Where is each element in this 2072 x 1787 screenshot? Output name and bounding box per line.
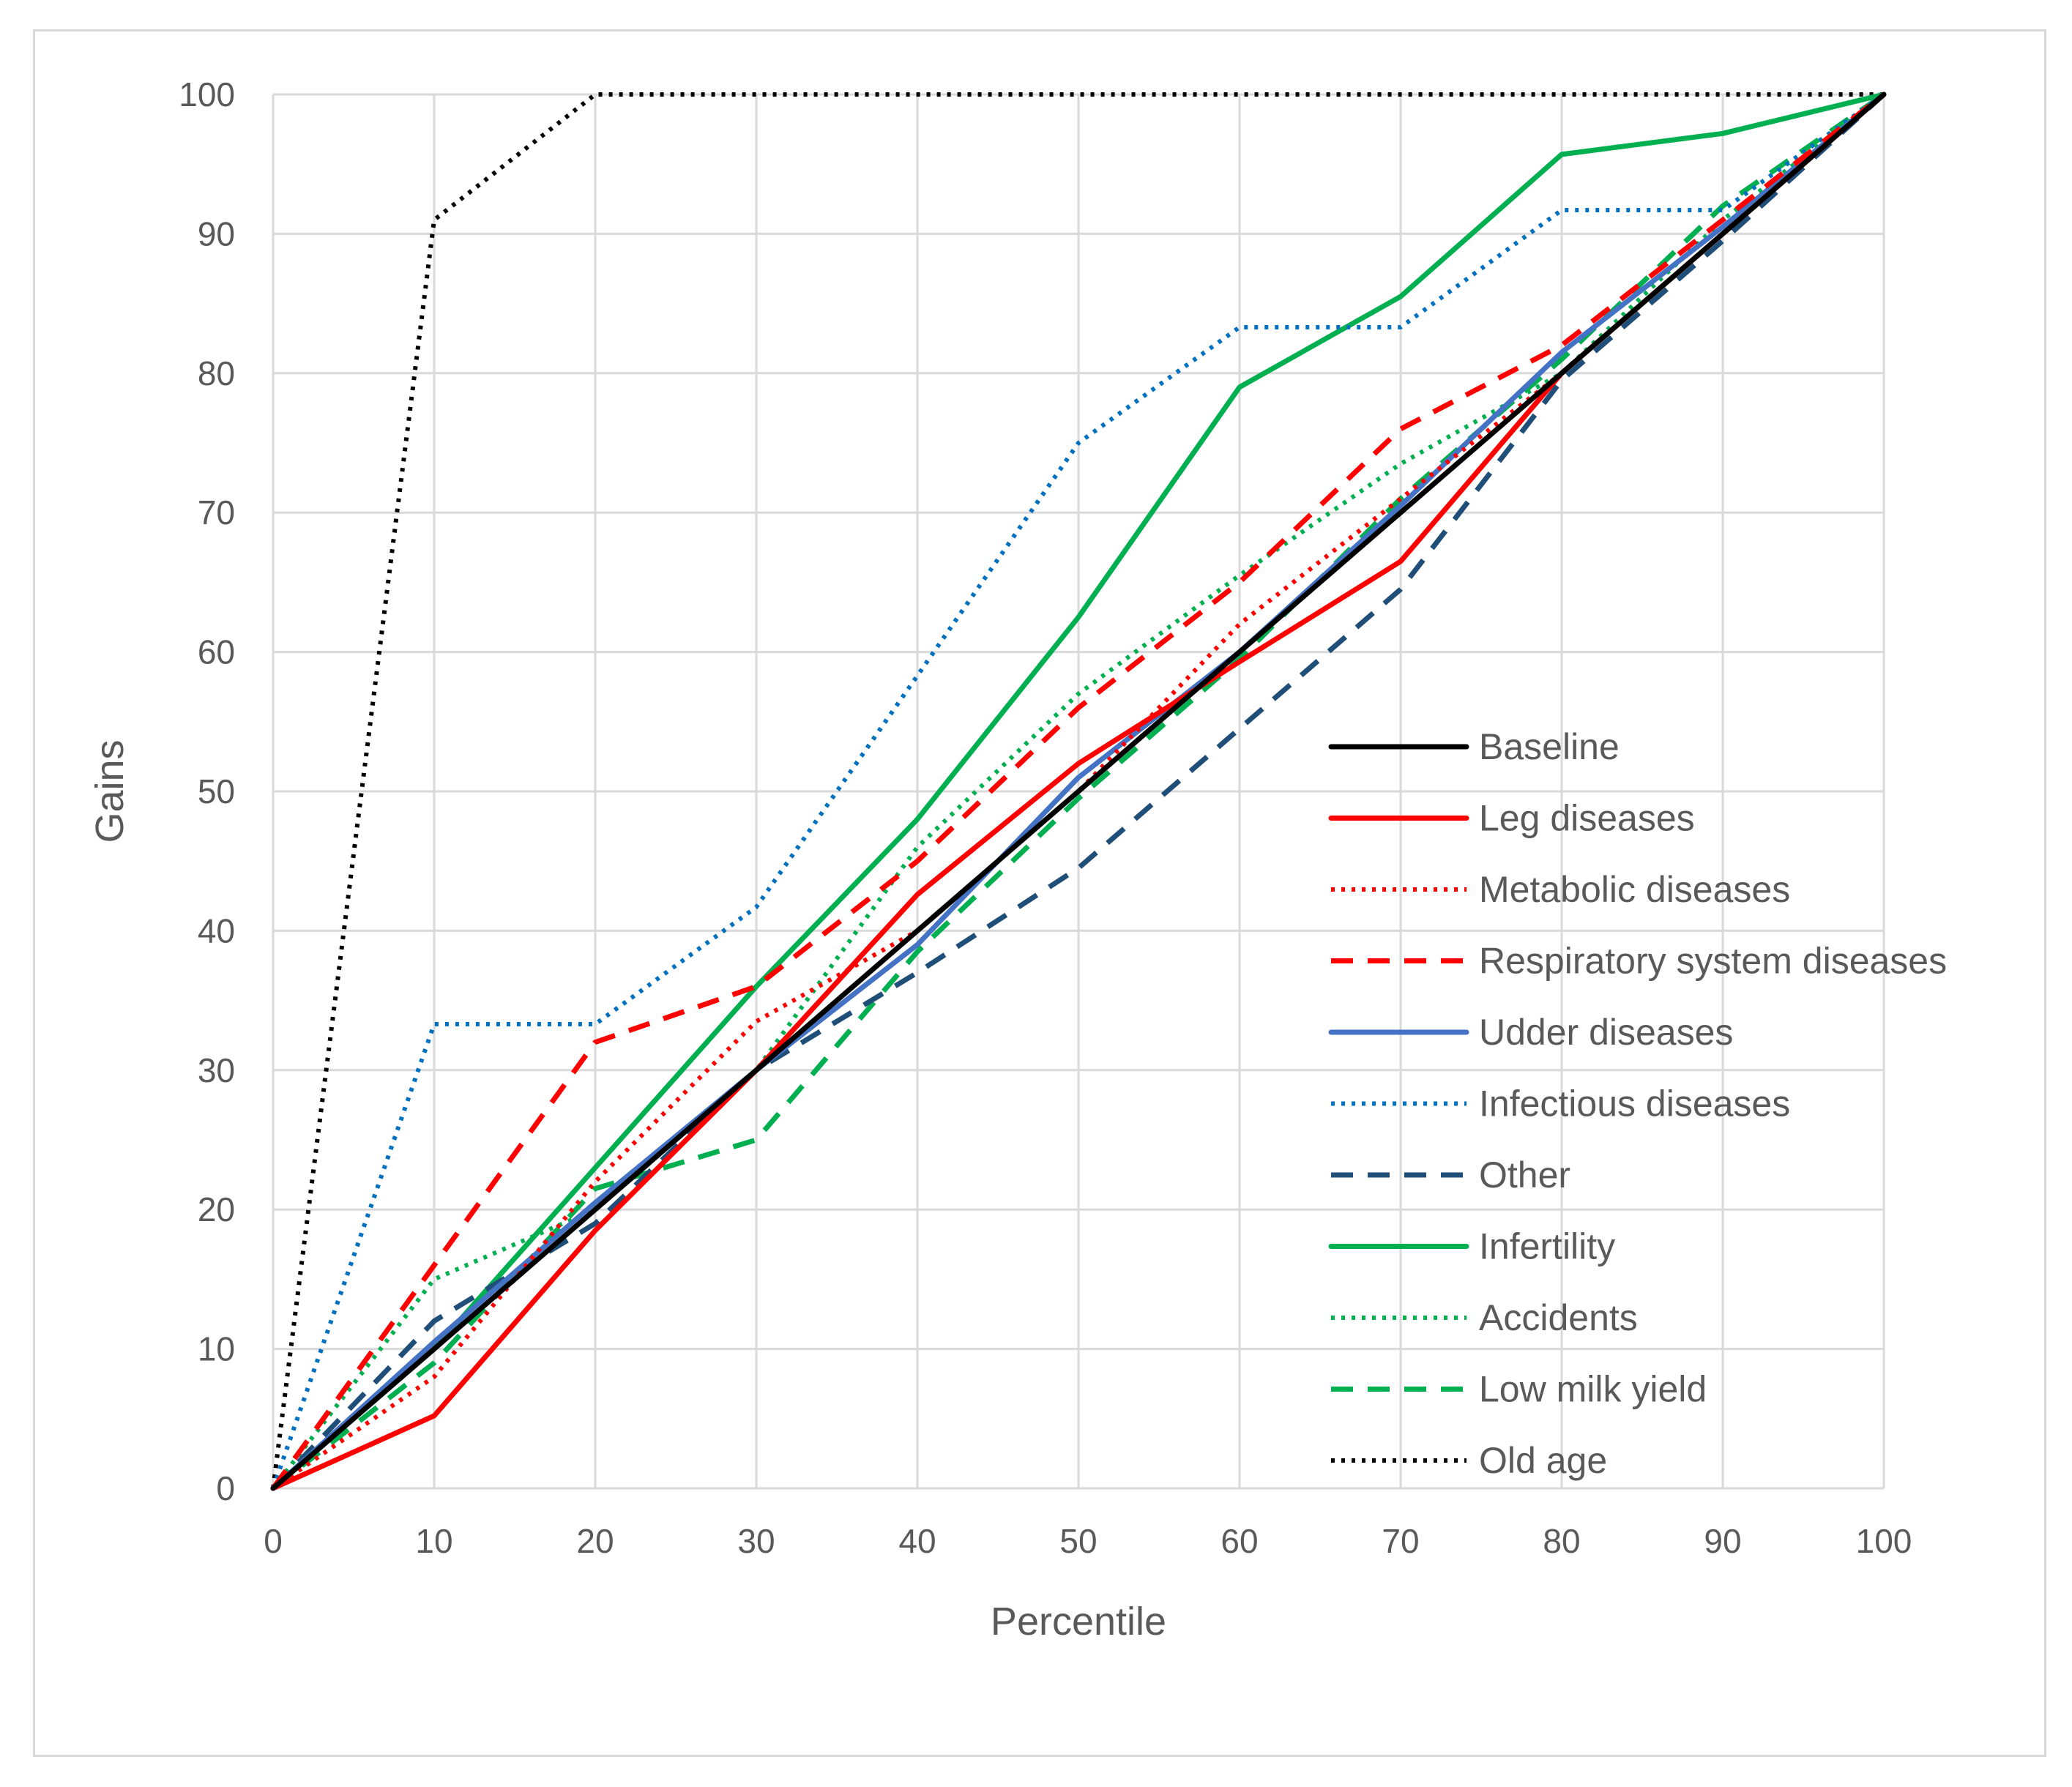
x-tick-label: 0	[264, 1522, 283, 1560]
x-tick-label: 30	[737, 1522, 775, 1560]
x-tick-label: 40	[898, 1522, 936, 1560]
legend-label: Old age	[1479, 1440, 1607, 1481]
legend-label: Other	[1479, 1154, 1570, 1195]
y-tick-label: 70	[198, 493, 235, 531]
legend-item-infertility: Infertility	[1328, 1226, 1615, 1267]
y-tick-label: 80	[198, 354, 235, 392]
series-line-accidents	[271, 92, 1885, 1490]
legend-label: Low milk yield	[1479, 1369, 1707, 1410]
x-axis-ticks: 0 10 20 30 40 50 60 70 80 90 100	[264, 1522, 1912, 1560]
legend-item-low-milk-yield: Low milk yield	[1331, 1369, 1707, 1410]
legend-label: Metabolic diseases	[1479, 869, 1790, 910]
series-line-respiratory-system-diseases	[271, 92, 1886, 1491]
legend-item-old-age: Old age	[1331, 1440, 1607, 1481]
series-line-udder-diseases	[270, 92, 1887, 1491]
x-axis-title: Percentile	[991, 1600, 1166, 1644]
legend-label: Infertility	[1479, 1226, 1615, 1267]
series-lines	[270, 92, 1887, 1491]
y-tick-label: 20	[198, 1190, 235, 1228]
y-tick-label: 40	[198, 911, 235, 950]
legend-label: Leg diseases	[1479, 798, 1695, 839]
legend-item-accidents: Accidents	[1331, 1297, 1638, 1338]
legend-label: Infectious diseases	[1479, 1083, 1790, 1124]
series-line-baseline	[270, 92, 1887, 1491]
legend-item-baseline: Baseline	[1328, 726, 1620, 767]
legend-item-other: Other	[1331, 1154, 1570, 1195]
legend-label: Baseline	[1479, 726, 1620, 767]
y-axis-title: Gains	[88, 739, 132, 843]
legend-item-respiratory-system-diseases: Respiratory system diseases	[1331, 941, 1947, 982]
y-tick-label: 60	[198, 633, 235, 671]
legend-item-metabolic-diseases: Metabolic diseases	[1331, 869, 1790, 910]
legend: Baseline Leg diseases Metabolic diseases Re…	[1328, 726, 1947, 1481]
legend-label: Udder diseases	[1479, 1012, 1733, 1053]
x-tick-label: 90	[1704, 1522, 1741, 1560]
y-tick-label: 30	[198, 1051, 235, 1089]
x-tick-label: 10	[415, 1522, 452, 1560]
y-tick-label: 10	[198, 1330, 235, 1368]
y-tick-label: 90	[198, 214, 235, 253]
x-tick-label: 80	[1543, 1522, 1580, 1560]
legend-item-udder-diseases: Udder diseases	[1328, 1012, 1733, 1053]
series-line-infectious-diseases	[271, 92, 1885, 1489]
series-line-old-age	[271, 92, 1884, 1489]
x-tick-label: 20	[576, 1522, 614, 1560]
y-tick-label: 100	[179, 75, 235, 113]
y-tick-label: 50	[198, 772, 235, 810]
legend-label: Accidents	[1479, 1297, 1638, 1338]
series-line-infertility	[270, 92, 1887, 1491]
x-tick-label: 100	[1856, 1522, 1912, 1560]
y-tick-label: 0	[216, 1469, 235, 1507]
x-tick-label: 60	[1221, 1522, 1258, 1560]
chart-frame: 0 10 20 30 40 50 60 70 80 90 100 0 10 20 30 40 50 60 70 80…	[33, 29, 2046, 1757]
legend-item-infectious-diseases: Infectious diseases	[1331, 1083, 1790, 1124]
legend-label: Respiratory system diseases	[1479, 941, 1947, 982]
x-tick-label: 70	[1382, 1522, 1419, 1560]
y-axis-ticks: 0 10 20 30 40 50 60 70 80 90 100	[179, 75, 235, 1507]
legend-item-leg-diseases: Leg diseases	[1328, 798, 1695, 839]
x-tick-label: 50	[1059, 1522, 1097, 1560]
chart-svg: 0 10 20 30 40 50 60 70 80 90 100 0 10 20 30 40 50 60 70 80…	[88, 75, 1947, 1644]
